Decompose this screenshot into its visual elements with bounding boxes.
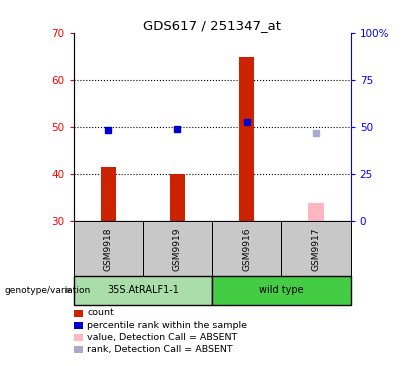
Bar [239, 56, 255, 221]
Bar [170, 174, 185, 221]
Bar [143, 221, 212, 276]
Bar [74, 221, 143, 276]
Bar [74, 276, 212, 305]
Bar [212, 221, 281, 276]
Text: value, Detection Call = ABSENT: value, Detection Call = ABSENT [87, 333, 238, 341]
Text: GSM9919: GSM9919 [173, 227, 182, 270]
Text: percentile rank within the sample: percentile rank within the sample [87, 321, 247, 329]
Text: count: count [87, 309, 114, 317]
Bar [308, 203, 324, 221]
Text: 35S.AtRALF1-1: 35S.AtRALF1-1 [107, 285, 179, 295]
Bar [100, 167, 116, 221]
Text: wild type: wild type [259, 285, 304, 295]
Bar [281, 221, 351, 276]
Text: GSM9917: GSM9917 [312, 227, 320, 270]
Text: GSM9916: GSM9916 [242, 227, 251, 270]
Title: GDS617 / 251347_at: GDS617 / 251347_at [143, 19, 281, 32]
Text: rank, Detection Call = ABSENT: rank, Detection Call = ABSENT [87, 345, 233, 354]
Bar [212, 276, 351, 305]
Text: genotype/variation: genotype/variation [4, 286, 90, 295]
Text: GSM9918: GSM9918 [104, 227, 113, 270]
